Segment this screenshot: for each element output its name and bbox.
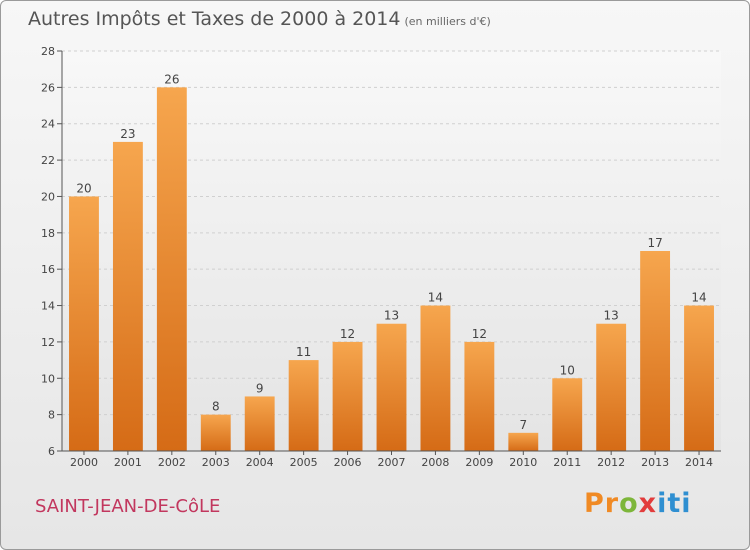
bar-value-label: 8 <box>212 400 220 414</box>
bar <box>420 305 451 451</box>
x-tick-label: 2013 <box>641 456 669 469</box>
y-tick-label: 6 <box>48 445 55 458</box>
bar <box>332 341 363 451</box>
x-tick-label: 2006 <box>334 456 362 469</box>
y-tick-label: 14 <box>41 300 55 313</box>
bar-value-label: 10 <box>560 363 575 377</box>
x-tick-label: 2005 <box>290 456 318 469</box>
bar-value-label: 13 <box>384 309 399 323</box>
x-tick-label: 2007 <box>378 456 406 469</box>
x-tick-label: 2001 <box>114 456 142 469</box>
bar <box>200 414 231 451</box>
x-tick-label: 2002 <box>158 456 186 469</box>
bar-value-label: 17 <box>647 236 662 250</box>
axes: 6 8 10 12 14 16 18 20 22 24 26 28 2000 2001 2002 2003 20… <box>41 45 721 469</box>
bar-value-label: 12 <box>340 327 355 341</box>
bar <box>684 305 714 451</box>
proxiti-logo: Proxiti <box>584 488 692 519</box>
x-tick-label: 2014 <box>685 456 713 469</box>
x-tick-label: 2009 <box>465 456 493 469</box>
bar-value-label: 26 <box>164 72 179 86</box>
bar <box>508 432 539 451</box>
y-tick-label: 20 <box>41 190 55 203</box>
bar <box>112 141 143 451</box>
x-tick-label: 2000 <box>70 456 98 469</box>
chart-title: Autres Impôts et Taxes de 2000 à 2014 (en… <box>28 8 491 30</box>
y-tick-label: 12 <box>41 336 55 349</box>
logo-part: o <box>619 488 639 519</box>
x-tick-label: 2011 <box>553 456 581 469</box>
bar-value-label: 9 <box>256 381 264 395</box>
bar-value-label: 20 <box>76 181 91 195</box>
bar-value-label: 23 <box>120 127 135 141</box>
y-tick-label: 8 <box>48 409 55 422</box>
y-tick-label: 16 <box>41 263 55 276</box>
bar <box>640 251 671 451</box>
bar <box>596 323 627 451</box>
bar-value-label: 12 <box>472 327 487 341</box>
bar-value-label: 14 <box>691 291 706 305</box>
bar <box>156 87 187 451</box>
chart-unit: (en milliers d'€) <box>404 15 491 28</box>
chart-title-text: Autres Impôts et Taxes de 2000 à 2014 <box>28 8 401 30</box>
y-tick-label: 26 <box>41 81 55 94</box>
y-tick-label: 22 <box>41 154 55 167</box>
bar-value-label: 13 <box>604 309 619 323</box>
logo-part: Pr <box>584 488 620 519</box>
bar <box>552 378 583 451</box>
logo-part: iti <box>657 488 692 519</box>
bar-value-label: 14 <box>428 291 443 305</box>
x-tick-label: 2008 <box>421 456 449 469</box>
y-tick-label: 24 <box>41 118 55 131</box>
x-tick-label: 2004 <box>246 456 274 469</box>
y-tick-label: 18 <box>41 227 55 240</box>
y-tick-label: 28 <box>41 45 55 58</box>
x-tick-label: 2012 <box>597 456 625 469</box>
bar-value-label: 7 <box>519 418 527 432</box>
town-name: SAINT-JEAN-DE-CôLE <box>35 496 221 517</box>
bar <box>288 360 319 451</box>
bar <box>69 196 99 451</box>
x-tick-label: 2003 <box>202 456 230 469</box>
bar <box>464 341 495 451</box>
logo-part: x <box>638 488 658 519</box>
x-tick-label: 2010 <box>509 456 537 469</box>
bar-value-label: 11 <box>296 345 311 359</box>
bars: 20 23 26 8 9 11 12 13 14 12 7 10 13 17 14 <box>69 72 714 451</box>
y-tick-label: 10 <box>41 372 55 385</box>
bar <box>376 323 407 451</box>
bar <box>244 396 275 451</box>
